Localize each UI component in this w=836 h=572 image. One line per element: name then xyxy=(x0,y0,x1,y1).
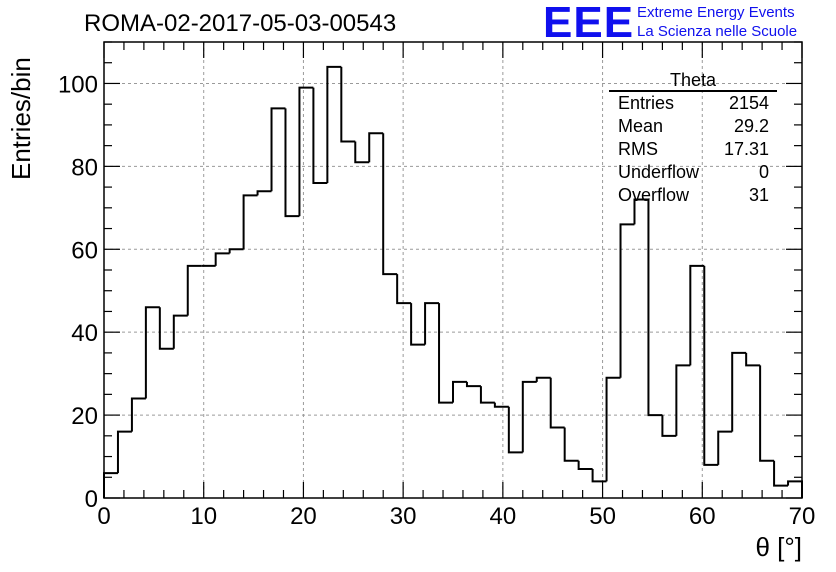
histogram-bin xyxy=(521,380,537,453)
x-tick-label: 50 xyxy=(589,503,616,530)
histogram-bin xyxy=(284,108,300,218)
grid-lines xyxy=(104,42,802,498)
stats-value: 0 xyxy=(758,162,769,182)
histogram-bin xyxy=(270,107,286,192)
histogram-series xyxy=(103,65,803,498)
x-tick-label: 40 xyxy=(490,503,517,530)
stats-value: 29.2 xyxy=(733,116,769,136)
histogram-bin xyxy=(368,132,384,163)
histogram-bin xyxy=(172,314,188,349)
y-tick-label: 80 xyxy=(71,154,98,181)
histogram-bin xyxy=(493,402,509,408)
histogram-bin xyxy=(340,66,356,143)
histogram-bin xyxy=(507,406,523,454)
histogram-bin xyxy=(298,86,314,217)
histogram-bin xyxy=(396,274,412,305)
histogram-bin xyxy=(759,365,775,462)
histogram-bin xyxy=(479,386,495,404)
histogram-bin xyxy=(326,65,342,183)
histogram-bin xyxy=(535,376,551,382)
histogram-bin xyxy=(158,307,174,350)
histogram-bin xyxy=(605,376,621,482)
histogram-bin xyxy=(312,87,328,184)
x-tick-label: 70 xyxy=(789,503,816,530)
histogram-bin xyxy=(717,430,733,465)
histogram-bin xyxy=(438,303,453,404)
run-title: ROMA-02-2017-05-03-00543 xyxy=(84,10,397,37)
stats-label: Overflow xyxy=(618,185,690,205)
stats-value: 31 xyxy=(748,185,769,205)
y-tick-label: 0 xyxy=(85,486,98,513)
histogram-bin xyxy=(228,248,244,254)
logo-line-2: La Scienza nelle Scuole xyxy=(637,23,798,40)
y-tick-label: 100 xyxy=(58,71,98,98)
histogram-bin xyxy=(382,133,398,276)
histogram-bin xyxy=(591,468,607,483)
histogram-bin xyxy=(689,264,705,366)
histogram-bin xyxy=(633,198,649,225)
axis-ticks xyxy=(103,41,803,499)
histogram-bin xyxy=(773,460,789,487)
stats-row-underflow: Underflow 0 xyxy=(609,161,777,184)
stats-label: Underflow xyxy=(618,162,700,182)
histogram-bin xyxy=(787,480,803,498)
histogram-bin xyxy=(452,380,467,403)
histogram-bin xyxy=(675,364,691,436)
histogram-bin xyxy=(647,199,663,417)
histogram-bin xyxy=(214,252,230,266)
stats-row-mean: Mean 29.2 xyxy=(609,115,777,138)
y-tick-label: 60 xyxy=(71,237,98,264)
histogram-bin xyxy=(703,265,719,466)
x-tick-label: 10 xyxy=(190,503,217,530)
histogram-bin xyxy=(745,352,761,367)
histogram-bin xyxy=(116,430,132,474)
stats-value: 2154 xyxy=(728,93,769,113)
histogram-bin xyxy=(549,377,565,429)
histogram-bin xyxy=(256,190,272,196)
histogram-bin xyxy=(186,264,202,316)
histogram-bin xyxy=(424,302,440,345)
stats-label: Mean xyxy=(618,116,664,136)
stats-row-overflow: Overflow 31 xyxy=(609,184,777,207)
histogram-bin xyxy=(410,303,426,346)
stats-label: RMS xyxy=(618,139,658,159)
stats-label: Entries xyxy=(618,93,675,113)
x-tick-label: 60 xyxy=(689,503,716,530)
y-tick-label: 40 xyxy=(71,320,98,347)
y-axis-label: Entries/bin xyxy=(6,57,36,180)
histogram-bin xyxy=(242,194,258,250)
x-tick-label: 20 xyxy=(290,503,317,530)
x-tick-label: 30 xyxy=(390,503,417,530)
histogram-bin xyxy=(354,141,370,164)
x-tick-label: 0 xyxy=(97,503,110,530)
histogram-bin xyxy=(563,427,579,462)
histogram-bin xyxy=(144,306,160,399)
stats-row-rms: RMS 17.31 xyxy=(609,138,777,161)
stats-title: Theta xyxy=(609,70,777,92)
y-tick-label: 20 xyxy=(71,403,98,430)
histogram-bin xyxy=(130,397,146,432)
stats-row-entries: Entries 2154 xyxy=(609,92,777,115)
axis-tick-labels: 0 10 20 30 40 50 60 70 0 20 40 60 80 100 xyxy=(58,71,815,530)
eee-logo: EEE xyxy=(543,0,635,47)
histogram-bin xyxy=(661,415,677,437)
histogram-bin xyxy=(465,381,481,388)
logo-subtitle: Extreme Energy Events La Scienza nelle S… xyxy=(637,3,797,41)
x-axis-label: θ [°] xyxy=(755,532,802,562)
logo-line-1: Extreme Energy Events xyxy=(637,4,795,21)
histogram-bin xyxy=(619,223,635,378)
stats-value: 17.31 xyxy=(723,139,769,159)
stats-box: Theta Entries 2154 Mean 29.2 RMS 17.31 U… xyxy=(609,70,777,207)
histogram-bin xyxy=(731,351,747,432)
histogram-bin xyxy=(577,460,593,470)
